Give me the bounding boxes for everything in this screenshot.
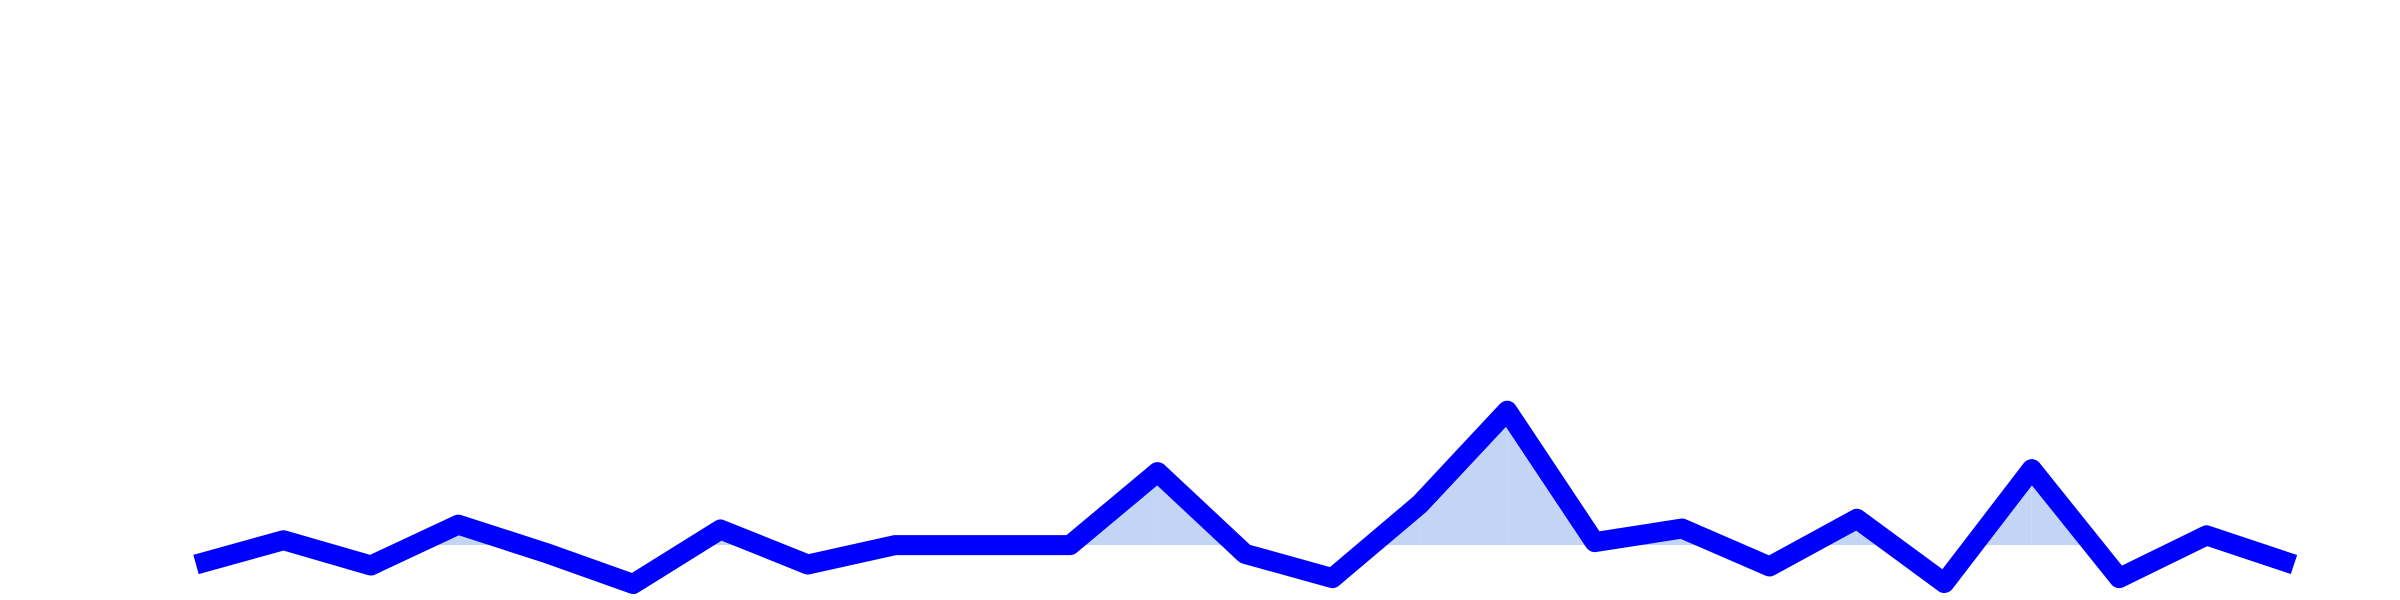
- series-line-layer: [193, 400, 2298, 594]
- series-line: [193, 400, 2298, 594]
- area-fill-layer: [265, 410, 2236, 546]
